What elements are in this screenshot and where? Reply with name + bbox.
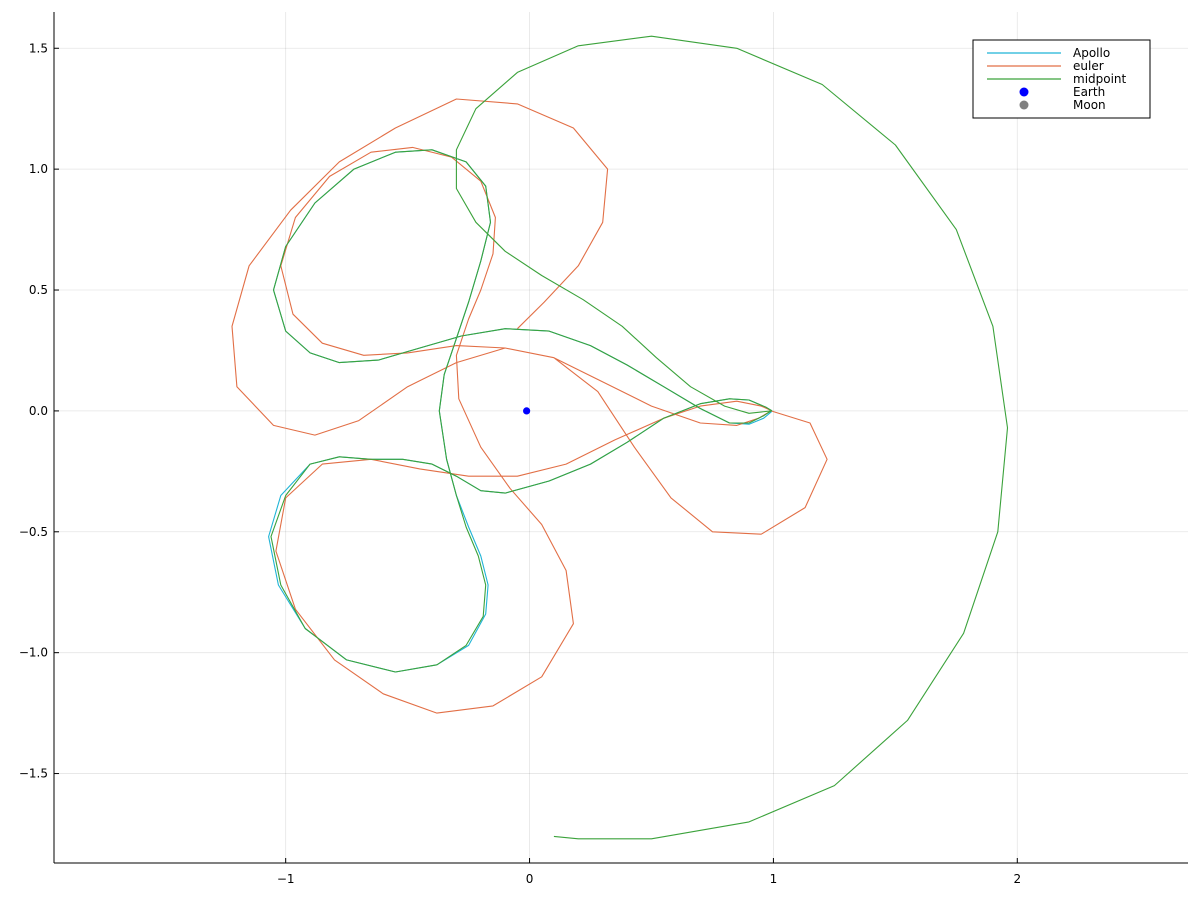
legend-label-midpoint: midpoint — [1073, 72, 1127, 86]
legend-label-apollo: Apollo — [1073, 46, 1110, 60]
earth-point — [523, 407, 531, 415]
y-tick-label: 1.5 — [29, 41, 48, 55]
tick-labels: −1 0 1 2 −1.5 −1.0 −0.5 0.0 0.5 1.0 1.5 — [19, 41, 1021, 886]
series — [231, 35, 1009, 840]
x-tick-label: 0 — [526, 872, 534, 886]
x-tick-label: 1 — [770, 872, 778, 886]
axes — [53, 12, 1188, 864]
x-tick-label: −1 — [277, 872, 295, 886]
grid — [54, 12, 1188, 863]
legend-label-euler: euler — [1073, 59, 1104, 73]
y-tick-label: −1.0 — [19, 646, 48, 660]
legend-label-moon: Moon — [1073, 98, 1106, 112]
y-tick-label: 0.5 — [29, 283, 48, 297]
y-tick-label: 0.0 — [29, 404, 48, 418]
legend-swatch-earth — [1019, 87, 1029, 97]
y-tick-label: −0.5 — [19, 525, 48, 539]
y-tick-label: 1.0 — [29, 162, 48, 176]
legend-swatch-moon — [1019, 100, 1029, 110]
midpoint-line — [270, 35, 1009, 840]
euler-line — [231, 98, 828, 714]
legend-label-earth: Earth — [1073, 85, 1105, 99]
y-tick-label: −1.5 — [19, 767, 48, 781]
x-tick-label: 2 — [1013, 872, 1021, 886]
